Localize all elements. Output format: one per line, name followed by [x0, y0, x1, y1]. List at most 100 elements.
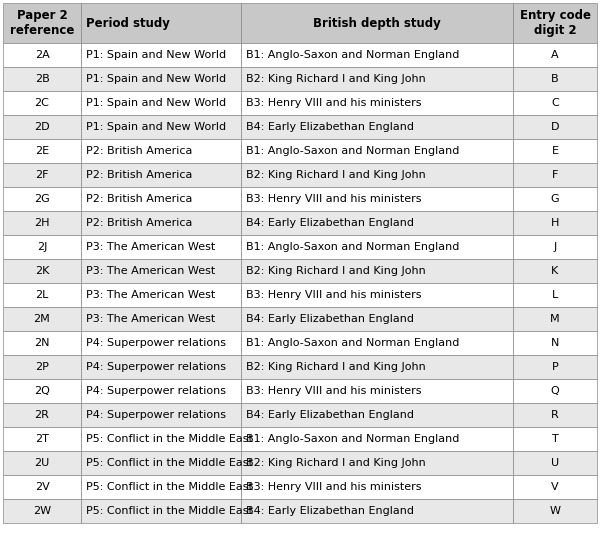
- Text: 2N: 2N: [34, 338, 50, 348]
- Text: N: N: [551, 338, 559, 348]
- Bar: [241, 331, 513, 355]
- Text: J: J: [553, 242, 557, 252]
- Bar: [241, 307, 513, 331]
- Bar: [3, 451, 81, 475]
- Bar: [241, 283, 513, 307]
- Bar: [81, 475, 241, 499]
- Text: L: L: [552, 290, 558, 300]
- Bar: [513, 235, 597, 259]
- Text: 2W: 2W: [33, 506, 51, 516]
- Bar: [3, 475, 81, 499]
- Text: F: F: [552, 170, 558, 180]
- Text: P1: Spain and New World: P1: Spain and New World: [86, 98, 226, 108]
- Text: Period study: Period study: [86, 17, 170, 29]
- Text: B1: Anglo-Saxon and Norman England: B1: Anglo-Saxon and Norman England: [246, 338, 460, 348]
- Bar: [3, 259, 81, 283]
- Bar: [513, 67, 597, 91]
- Text: B1: Anglo-Saxon and Norman England: B1: Anglo-Saxon and Norman England: [246, 50, 460, 60]
- Bar: [81, 283, 241, 307]
- Text: 2M: 2M: [34, 314, 50, 324]
- Text: 2J: 2J: [37, 242, 47, 252]
- Bar: [241, 67, 513, 91]
- Bar: [513, 139, 597, 163]
- Text: T: T: [551, 434, 559, 444]
- Bar: [3, 3, 81, 43]
- Bar: [513, 163, 597, 187]
- Bar: [513, 43, 597, 67]
- Bar: [241, 43, 513, 67]
- Text: B3: Henry VIII and his ministers: B3: Henry VIII and his ministers: [246, 290, 421, 300]
- Bar: [513, 307, 597, 331]
- Text: 2U: 2U: [34, 458, 50, 468]
- Text: 2F: 2F: [35, 170, 49, 180]
- Text: P1: Spain and New World: P1: Spain and New World: [86, 122, 226, 132]
- Bar: [3, 187, 81, 211]
- Bar: [241, 427, 513, 451]
- Text: P3: The American West: P3: The American West: [86, 266, 215, 276]
- Bar: [81, 355, 241, 379]
- Text: B1: Anglo-Saxon and Norman England: B1: Anglo-Saxon and Norman England: [246, 242, 460, 252]
- Bar: [513, 355, 597, 379]
- Bar: [513, 331, 597, 355]
- Text: W: W: [550, 506, 560, 516]
- Bar: [241, 499, 513, 523]
- Text: H: H: [551, 218, 559, 228]
- Text: B4: Early Elizabethan England: B4: Early Elizabethan England: [246, 122, 414, 132]
- Text: P3: The American West: P3: The American West: [86, 314, 215, 324]
- Text: 2G: 2G: [34, 194, 50, 204]
- Text: P4: Superpower relations: P4: Superpower relations: [86, 338, 226, 348]
- Text: Entry code
digit 2: Entry code digit 2: [520, 9, 590, 37]
- Text: Paper 2
reference: Paper 2 reference: [10, 9, 74, 37]
- Bar: [241, 475, 513, 499]
- Bar: [3, 307, 81, 331]
- Text: B2: King Richard I and King John: B2: King Richard I and King John: [246, 170, 426, 180]
- Text: A: A: [551, 50, 559, 60]
- Text: 2D: 2D: [34, 122, 50, 132]
- Bar: [3, 379, 81, 403]
- Bar: [513, 259, 597, 283]
- Bar: [3, 91, 81, 115]
- Bar: [513, 427, 597, 451]
- Text: B2: King Richard I and King John: B2: King Richard I and King John: [246, 74, 426, 84]
- Bar: [3, 211, 81, 235]
- Bar: [3, 499, 81, 523]
- Text: P2: British America: P2: British America: [86, 146, 193, 156]
- Text: 2L: 2L: [35, 290, 49, 300]
- Bar: [81, 307, 241, 331]
- Bar: [513, 211, 597, 235]
- Text: B3: Henry VIII and his ministers: B3: Henry VIII and his ministers: [246, 482, 421, 492]
- Bar: [241, 451, 513, 475]
- Bar: [81, 43, 241, 67]
- Bar: [81, 211, 241, 235]
- Bar: [81, 379, 241, 403]
- Text: R: R: [551, 410, 559, 420]
- Bar: [3, 403, 81, 427]
- Text: P4: Superpower relations: P4: Superpower relations: [86, 386, 226, 396]
- Bar: [513, 3, 597, 43]
- Bar: [241, 259, 513, 283]
- Bar: [81, 403, 241, 427]
- Text: 2K: 2K: [35, 266, 49, 276]
- Bar: [241, 211, 513, 235]
- Text: 2C: 2C: [35, 98, 49, 108]
- Bar: [81, 115, 241, 139]
- Text: P2: British America: P2: British America: [86, 170, 193, 180]
- Text: 2H: 2H: [34, 218, 50, 228]
- Text: P4: Superpower relations: P4: Superpower relations: [86, 362, 226, 372]
- Text: K: K: [551, 266, 559, 276]
- Text: 2Q: 2Q: [34, 386, 50, 396]
- Bar: [241, 403, 513, 427]
- Bar: [513, 403, 597, 427]
- Text: 2V: 2V: [35, 482, 49, 492]
- Text: P2: British America: P2: British America: [86, 218, 193, 228]
- Bar: [81, 331, 241, 355]
- Bar: [241, 163, 513, 187]
- Text: B4: Early Elizabethan England: B4: Early Elizabethan England: [246, 314, 414, 324]
- Bar: [81, 427, 241, 451]
- Text: P1: Spain and New World: P1: Spain and New World: [86, 74, 226, 84]
- Bar: [513, 475, 597, 499]
- Bar: [241, 91, 513, 115]
- Bar: [3, 283, 81, 307]
- Text: 2A: 2A: [35, 50, 49, 60]
- Text: P3: The American West: P3: The American West: [86, 242, 215, 252]
